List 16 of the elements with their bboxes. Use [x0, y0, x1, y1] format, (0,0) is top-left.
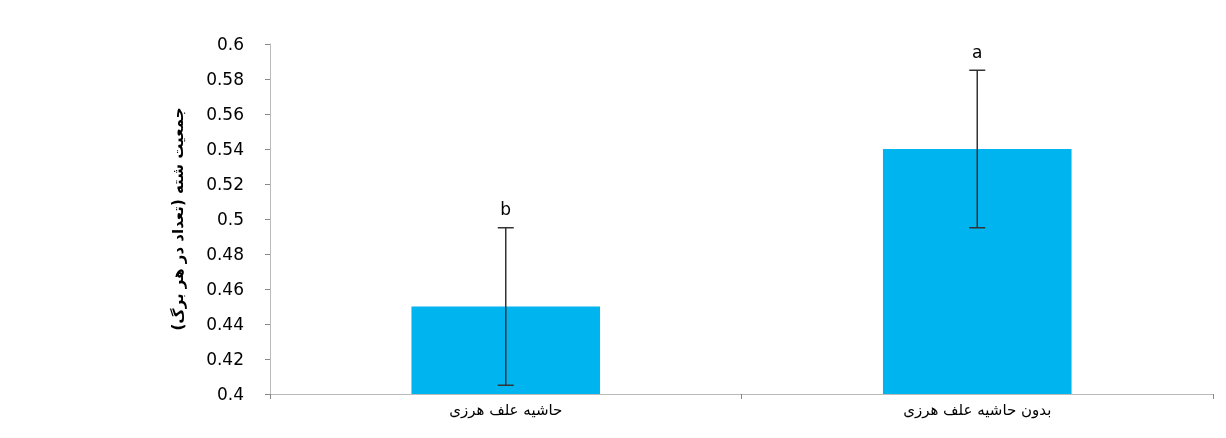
annotation: a [972, 41, 983, 62]
y-tick-label: 0.42 [206, 349, 244, 369]
x-tick-label: حاشیه علف هرزی [449, 400, 563, 419]
y-tick-label: 0.52 [206, 174, 244, 194]
y-tick-label: 0.4 [216, 384, 244, 404]
y-tick-label: 0.54 [206, 139, 244, 159]
y-tick-label: 0.5 [216, 209, 244, 229]
y-tick-label: 0.58 [206, 69, 244, 89]
annotation: b [500, 199, 512, 220]
y-tick-label: 0.44 [206, 314, 244, 334]
y-axis-title: جمعیت شته (تعداد در هر برگ) [168, 107, 187, 331]
y-tick-label: 0.6 [216, 34, 244, 54]
y-tick-label: 0.56 [206, 104, 244, 124]
x-tick-label: بدون حاشیه علف هرزی [903, 400, 1052, 419]
y-tick-label: 0.46 [206, 279, 244, 299]
y-tick-label: 0.48 [206, 244, 244, 264]
